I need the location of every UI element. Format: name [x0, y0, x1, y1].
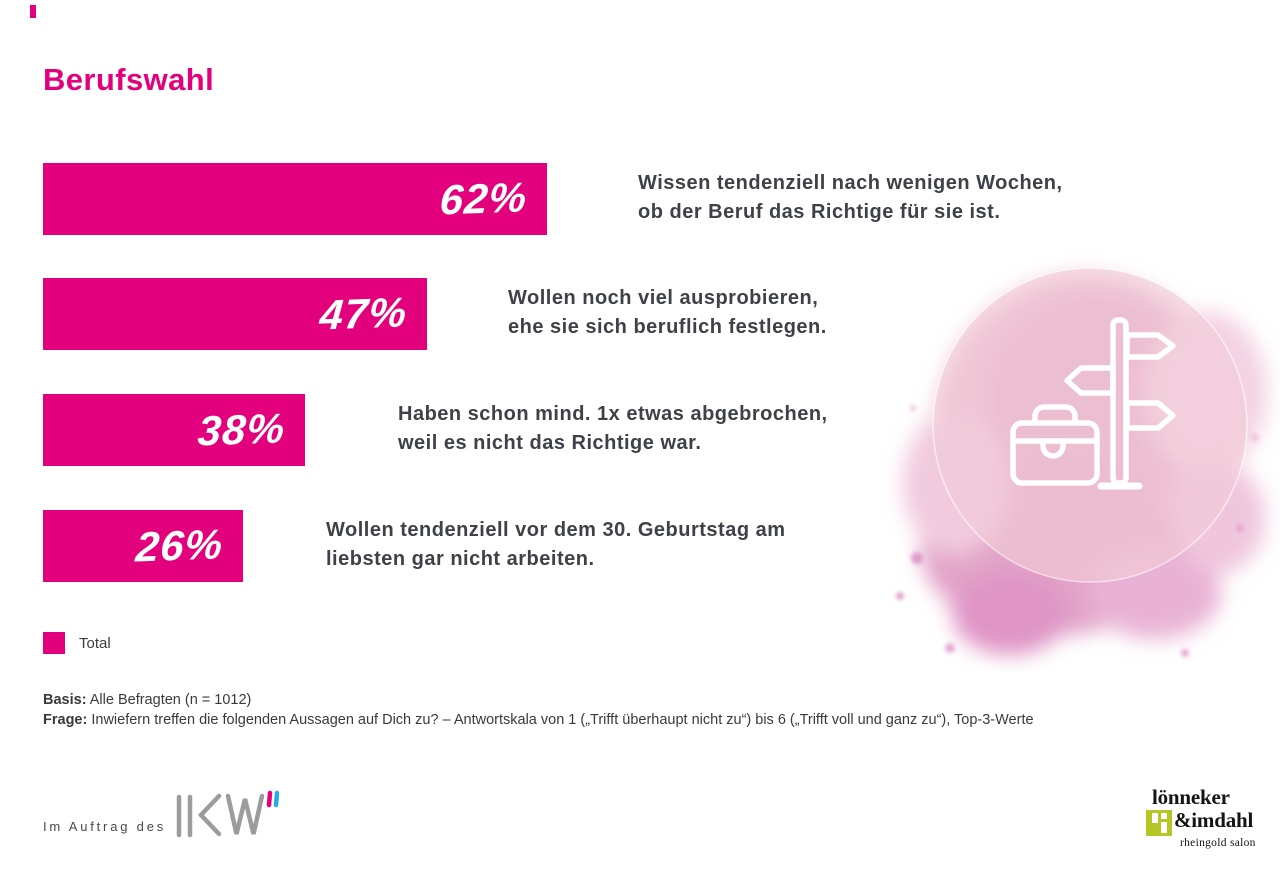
- bar-row-3: 38% Haben schon mind. 1x etwas abgebroch…: [43, 394, 1143, 466]
- bar-statement-2: Wollen noch viel ausprobieren, ehe sie s…: [508, 284, 827, 342]
- agency-line2: &imdahl: [1174, 808, 1254, 832]
- statement-line: ob der Beruf das Richtige für sie ist.: [638, 201, 1001, 223]
- bar-47: 47%: [43, 278, 427, 350]
- bar-value-label: 62%: [438, 173, 529, 224]
- page-title: Berufswahl: [43, 62, 215, 97]
- legend: Total: [43, 632, 111, 654]
- bar-26: 26%: [43, 510, 243, 582]
- bar-statement-3: Haben schon mind. 1x etwas abgebrochen, …: [398, 400, 828, 458]
- agency-line1: lönneker: [1152, 785, 1230, 809]
- agency-row2: &imdahl: [1146, 808, 1256, 836]
- basis-text: Alle Befragten (n = 1012): [86, 692, 252, 708]
- bar-statement-1: Wissen tendenziell nach wenigen Wochen, …: [638, 169, 1063, 227]
- ikw-logo: [176, 790, 280, 838]
- statement-line: liebsten gar nicht arbeiten.: [326, 548, 595, 570]
- agency-monogram-icon: [1146, 810, 1172, 836]
- ikw-quote-pink: [266, 790, 273, 808]
- statement-line: Wollen noch viel ausprobieren,: [508, 287, 819, 309]
- basis-label: Basis:: [43, 692, 87, 708]
- statement-line: ehe sie sich beruflich festlegen.: [508, 316, 827, 338]
- signpost-briefcase-watercolor-icon: [896, 267, 1267, 657]
- legend-label: Total: [79, 634, 111, 652]
- legend-swatch: [43, 632, 65, 654]
- agency-logo: lönneker &imdahl rheingold salon: [1146, 786, 1256, 849]
- statement-line: Haben schon mind. 1x etwas abgebrochen,: [398, 403, 828, 425]
- frage-line: Frage: Inwiefern treffen die folgenden A…: [43, 710, 1034, 730]
- bar-value-label: 38%: [196, 404, 287, 455]
- ikw-quote-blue: [273, 790, 280, 808]
- bar-62: 62%: [43, 163, 547, 235]
- briefcase-icon: [1010, 404, 1100, 486]
- footnotes: Basis: Alle Befragten (n = 1012) Frage: …: [43, 690, 1034, 730]
- statement-line: weil es nicht das Richtige war.: [398, 432, 702, 454]
- bar-statement-4: Wollen tendenziell vor dem 30. Geburtsta…: [326, 516, 786, 574]
- watercolor-specks: [896, 405, 1259, 657]
- frage-label: Frage:: [43, 712, 88, 728]
- bar-row-1: 62% Wissen tendenziell nach wenigen Woch…: [43, 163, 1143, 235]
- commission-text: Im Auftrag des: [43, 819, 167, 834]
- statement-line: Wollen tendenziell vor dem 30. Geburtsta…: [326, 519, 786, 541]
- bar-row-2: 47% Wollen noch viel ausprobieren, ehe s…: [43, 278, 1143, 350]
- corner-accent: [30, 5, 36, 18]
- bar-value-label: 47%: [318, 288, 409, 339]
- frage-text: Inwiefern treffen die folgenden Aussagen…: [87, 712, 1034, 728]
- bar-38: 38%: [43, 394, 305, 466]
- statement-line: Wissen tendenziell nach wenigen Wochen,: [638, 172, 1063, 194]
- basis-line: Basis: Alle Befragten (n = 1012): [43, 690, 1034, 710]
- signpost-icon: [1064, 317, 1176, 490]
- bar-value-label: 26%: [134, 520, 225, 571]
- agency-line3: rheingold salon: [1180, 837, 1256, 849]
- bar-row-4: 26% Wollen tendenziell vor dem 30. Gebur…: [43, 510, 1143, 582]
